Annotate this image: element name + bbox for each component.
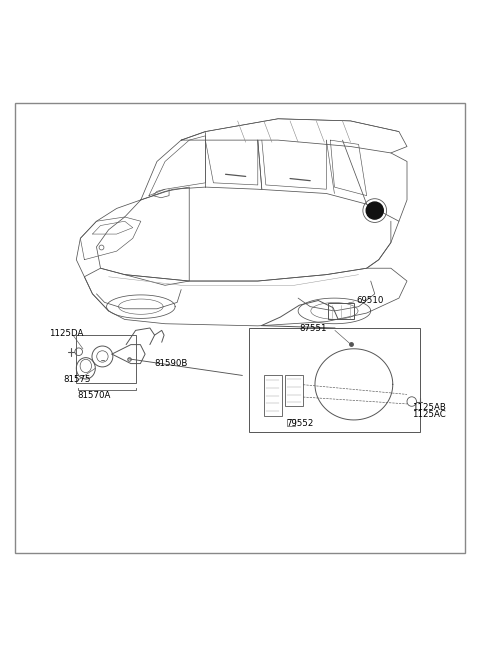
Bar <box>76 335 136 382</box>
Text: 1125DA: 1125DA <box>49 329 84 338</box>
Circle shape <box>366 202 384 219</box>
Text: 81570A: 81570A <box>78 391 111 400</box>
Text: 81590B: 81590B <box>155 359 188 368</box>
Text: 1125AC: 1125AC <box>412 410 445 419</box>
Bar <box>264 375 282 416</box>
Text: 87551: 87551 <box>300 325 327 333</box>
Text: 79552: 79552 <box>287 419 314 428</box>
Text: 1125AB: 1125AB <box>412 403 445 412</box>
Bar <box>285 375 303 406</box>
Text: 81575: 81575 <box>63 375 91 384</box>
Bar <box>250 328 420 432</box>
Text: 69510: 69510 <box>356 296 384 305</box>
Bar <box>288 419 295 426</box>
Bar <box>328 303 354 319</box>
